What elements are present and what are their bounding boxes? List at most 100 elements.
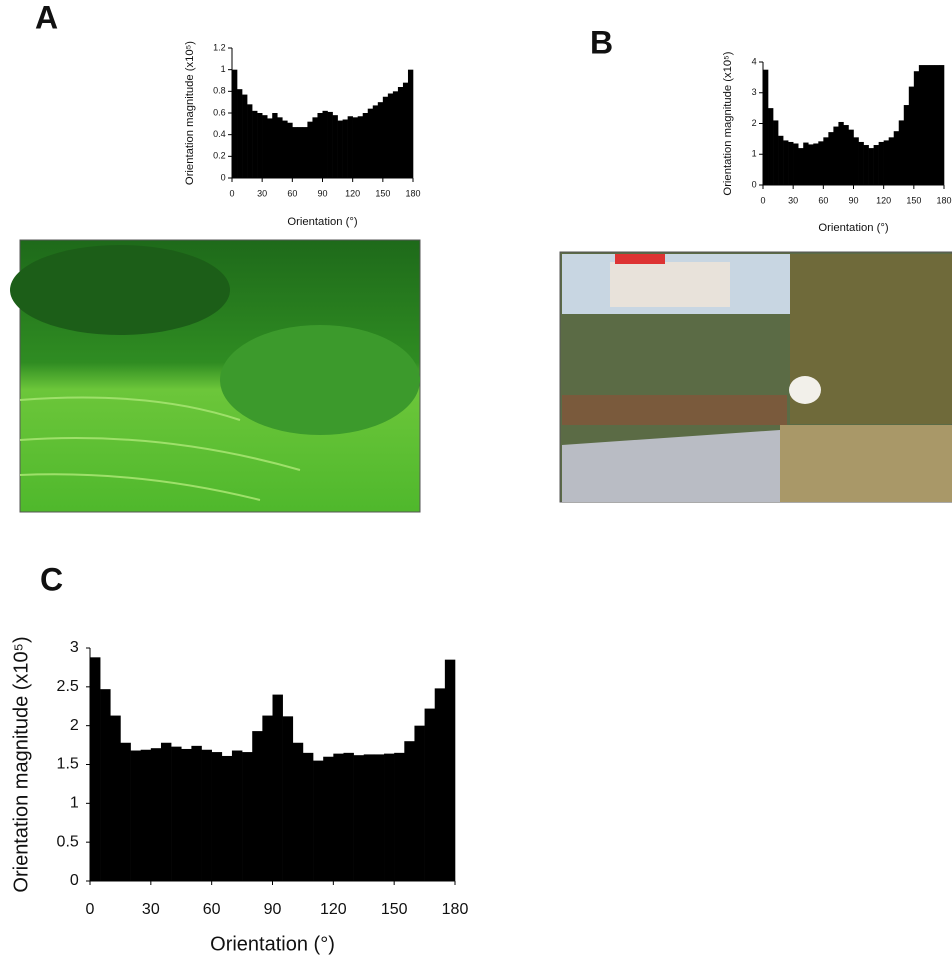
bar <box>110 715 121 881</box>
bar <box>343 752 354 881</box>
bar <box>913 71 920 185</box>
bar <box>838 121 844 185</box>
bar <box>323 756 334 881</box>
y-tick-label: 0 <box>70 872 79 889</box>
bar <box>414 725 425 881</box>
bar <box>828 132 834 185</box>
bar <box>768 108 774 185</box>
bar <box>282 716 294 881</box>
bar <box>302 752 314 881</box>
y-tick-label: 1.5 <box>57 756 79 773</box>
bar <box>267 118 273 178</box>
bar <box>853 137 859 185</box>
bar <box>793 143 799 185</box>
y-tick-label: 0.6 <box>213 107 226 117</box>
bar <box>352 117 358 178</box>
bar <box>392 91 399 178</box>
bar <box>317 113 323 178</box>
bar <box>262 715 273 881</box>
bar <box>307 121 313 178</box>
bar <box>928 65 935 185</box>
bar <box>933 65 940 185</box>
bar <box>888 137 895 185</box>
y-tick-label: 1 <box>752 149 757 159</box>
bar <box>402 82 409 178</box>
bar <box>257 113 263 178</box>
bar <box>252 731 263 881</box>
x-tick-label: 90 <box>848 196 858 206</box>
bar <box>808 144 814 185</box>
bar <box>302 127 308 178</box>
photo-rice-field <box>10 239 421 513</box>
bar <box>803 142 809 185</box>
y-tick-label: 2 <box>70 717 79 734</box>
bar <box>407 69 414 178</box>
y-tick-label: 0 <box>221 172 226 182</box>
y-tick-label: 0.8 <box>213 86 226 96</box>
x-tick-label: 30 <box>257 189 267 199</box>
y-axis-title: Orientation magnitude (x10⁵) <box>10 636 32 892</box>
bar <box>377 102 384 178</box>
x-tick-label: 150 <box>375 189 390 199</box>
bar <box>297 127 303 178</box>
bar <box>150 748 162 881</box>
bar <box>262 115 268 178</box>
bar <box>277 117 283 178</box>
bar <box>231 750 243 881</box>
x-tick-label: 180 <box>405 189 420 199</box>
bar <box>327 111 333 178</box>
panel-label: C <box>40 561 63 597</box>
bar <box>908 86 915 185</box>
bar <box>252 110 258 178</box>
bar <box>903 105 910 185</box>
bar <box>272 113 278 178</box>
bar <box>242 94 248 178</box>
photo-street-dog <box>559 251 952 503</box>
y-tick-label: 1.2 <box>213 42 226 52</box>
x-tick-label: 60 <box>203 901 221 918</box>
bar <box>387 93 394 178</box>
bar <box>333 753 344 881</box>
bar <box>848 129 854 185</box>
bar <box>313 760 324 881</box>
bar <box>292 742 304 881</box>
bar <box>858 141 864 185</box>
panel-label: A <box>35 0 58 35</box>
bar <box>367 108 374 178</box>
bar <box>868 148 874 185</box>
bar <box>938 65 945 185</box>
bar <box>221 755 233 881</box>
bar <box>362 113 369 178</box>
bar <box>342 119 348 178</box>
x-tick-label: 60 <box>818 196 828 206</box>
bar <box>778 135 784 185</box>
bar <box>394 752 405 881</box>
bar <box>237 89 243 178</box>
bar <box>763 69 769 185</box>
bar <box>282 120 288 178</box>
bar <box>444 659 456 881</box>
bar <box>353 755 365 881</box>
bar <box>201 749 212 881</box>
bar <box>191 745 202 881</box>
bar <box>160 742 172 881</box>
y-tick-label: 1 <box>221 64 226 74</box>
bar <box>923 65 930 185</box>
y-tick-label: 3 <box>752 87 757 97</box>
x-tick-label: 120 <box>320 901 347 918</box>
y-tick-label: 0.4 <box>213 129 226 139</box>
x-tick-label: 0 <box>229 189 234 199</box>
x-tick-label: 90 <box>317 189 327 199</box>
x-tick-label: 90 <box>264 901 282 918</box>
bar <box>783 140 789 185</box>
x-axis-title: Orientation (°) <box>287 216 357 228</box>
bar <box>272 694 283 881</box>
bar <box>788 141 794 185</box>
bar <box>120 742 131 881</box>
y-tick-label: 2 <box>752 118 757 128</box>
bar <box>813 143 819 185</box>
bar <box>918 65 925 185</box>
bar <box>833 126 839 185</box>
bar <box>434 688 446 881</box>
panel-label: B <box>590 24 613 60</box>
